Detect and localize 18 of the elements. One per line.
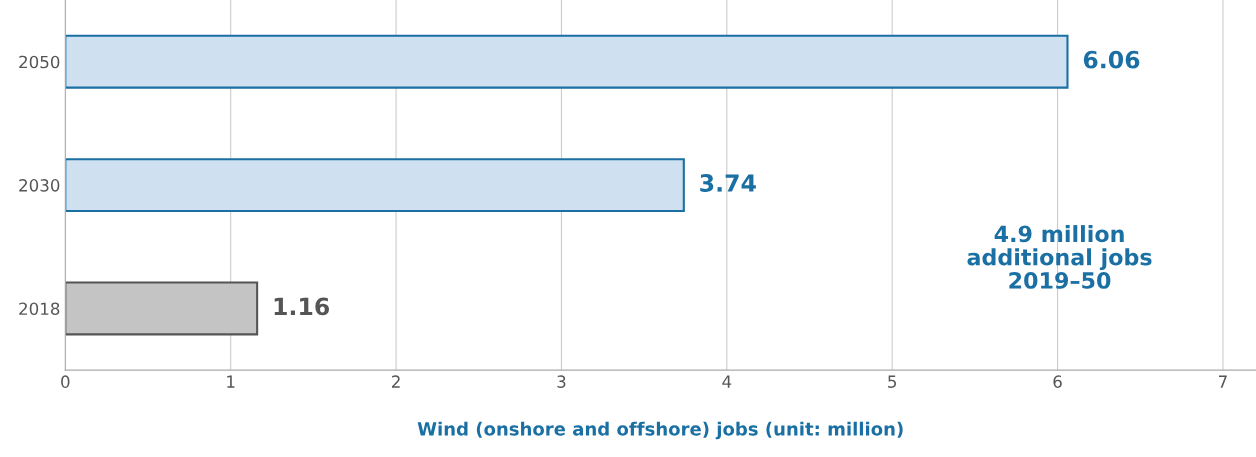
y-tick-label: 2018 (19, 302, 60, 316)
data-label: 6.06 (1083, 50, 1140, 69)
y-tick-label: 2050 (19, 55, 60, 69)
data-label: 3.74 (700, 174, 756, 192)
x-tick-label: 7 (1218, 375, 1227, 388)
x-tick-label: 2 (391, 375, 400, 388)
x-tick-label: 0 (61, 375, 70, 388)
x-tick-label: 1 (227, 375, 235, 388)
data-label: 1.16 (274, 297, 330, 316)
x-tick-label: 6 (1053, 375, 1062, 388)
x-axis-title: Wind (onshore and offshore) jobs (unit: million) (417, 421, 903, 440)
y-tick-label: 2030 (19, 179, 60, 192)
x-tick-label: 4 (722, 375, 732, 388)
bar (65, 158, 685, 213)
bar (65, 34, 1069, 89)
x-tick-label: 5 (888, 375, 897, 388)
x-tick-label: 3 (557, 375, 566, 388)
annotation: 4.9 million additional jobs 2019–50 (967, 225, 1152, 289)
